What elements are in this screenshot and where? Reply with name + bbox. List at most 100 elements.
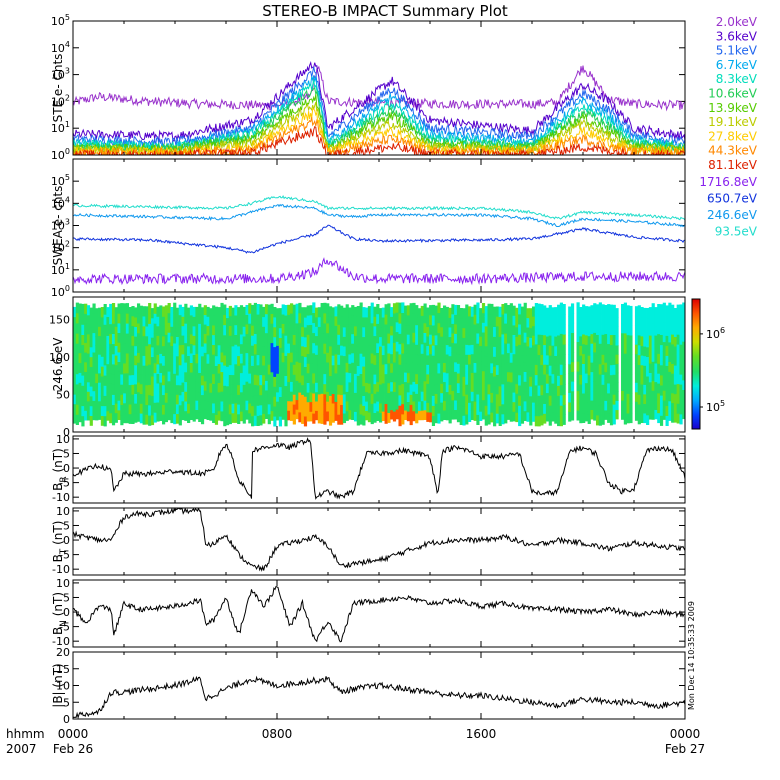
heatmap-cell — [604, 343, 608, 354]
heatmap-cell — [226, 366, 230, 377]
heatmap-cell — [95, 354, 99, 365]
heatmap-cell — [512, 372, 516, 383]
heatmap-cell — [89, 307, 93, 318]
heatmap-cell — [128, 365, 132, 376]
heatmap-cell — [303, 346, 308, 358]
heatmap-cell — [289, 322, 294, 334]
heatmap-cell — [506, 314, 511, 325]
y-tick-label: 101 — [51, 262, 70, 277]
heatmap-cell — [92, 303, 96, 314]
heatmap-cell — [612, 364, 616, 375]
heatmap-cell — [173, 373, 177, 384]
heatmap-cell — [512, 411, 516, 422]
heatmap-cell — [671, 383, 675, 394]
heatmap-cell — [173, 302, 177, 314]
heatmap-cell — [153, 372, 157, 384]
heatmap-cell — [476, 343, 480, 354]
heatmap-cell — [367, 412, 372, 423]
heatmap-cell — [376, 313, 380, 324]
heatmap-cell — [676, 363, 680, 375]
heatmap-cell — [417, 354, 422, 365]
heatmap-cell — [456, 412, 461, 423]
heatmap-cell — [109, 412, 113, 424]
heatmap-cell — [679, 304, 683, 315]
heatmap-cell — [289, 371, 294, 382]
heatmap-cell — [654, 381, 658, 392]
heatmap-cell — [445, 354, 449, 364]
heatmap-cell — [292, 414, 296, 425]
heatmap-cell — [239, 411, 244, 422]
heatmap-cell — [292, 364, 296, 375]
heatmap-cell — [437, 393, 441, 404]
heatmap-cell — [515, 412, 519, 423]
heatmap-cell — [248, 333, 252, 344]
heatmap-cell — [231, 355, 235, 366]
heatmap-cell — [114, 326, 118, 337]
y-tick-label: 100 — [49, 351, 70, 364]
heatmap-cell — [239, 334, 244, 345]
heatmap-cell — [657, 363, 661, 374]
heatmap-cell — [245, 314, 249, 325]
heatmap-cell — [557, 314, 561, 326]
heatmap-cell — [75, 404, 79, 415]
heatmap-cell — [217, 401, 221, 412]
heatmap-cell — [406, 305, 410, 316]
heatmap-cell — [334, 325, 338, 336]
heatmap-cell — [111, 303, 116, 314]
heatmap-cell — [481, 390, 486, 401]
heatmap-cell — [200, 365, 205, 376]
heatmap-cell — [543, 403, 547, 414]
heatmap-cell — [100, 346, 104, 357]
heatmap-cell — [276, 336, 280, 346]
heatmap-cell — [545, 392, 550, 403]
heatmap-cell — [634, 315, 639, 326]
heatmap-cell — [637, 384, 641, 395]
heatmap-cell — [264, 332, 269, 343]
heatmap-cell — [131, 384, 135, 395]
heatmap-cell — [621, 304, 625, 315]
heatmap-cell — [657, 313, 661, 325]
heatmap-cell — [278, 367, 283, 378]
heatmap-cell — [551, 383, 555, 394]
heatmap-cell — [145, 394, 149, 405]
heatmap-cell — [326, 391, 330, 402]
heatmap-cell — [359, 302, 363, 314]
heatmap-cell — [192, 373, 196, 384]
heatmap-cell — [442, 343, 447, 354]
heatmap-cell — [487, 363, 491, 375]
heatmap-cell — [189, 372, 194, 382]
heatmap-cell — [145, 345, 149, 356]
x-tick-date: Feb 26 — [53, 742, 93, 756]
heatmap-cell — [646, 395, 650, 406]
heatmap-cell — [646, 405, 650, 416]
heatmap-cell — [173, 363, 177, 374]
heatmap-cell — [548, 325, 552, 336]
heatmap-cell — [532, 325, 536, 336]
heatmap-cell — [342, 384, 347, 395]
y-tick-label: 0 — [63, 713, 70, 726]
heatmap-cell — [117, 313, 121, 324]
heatmap-cell — [200, 404, 205, 415]
heatmap-cell — [167, 410, 171, 421]
heatmap-cell — [598, 384, 602, 395]
heatmap-cell — [481, 351, 486, 362]
heatmap-cell — [412, 332, 416, 343]
heatmap-cell — [86, 410, 91, 421]
heatmap-cell — [651, 303, 655, 314]
heatmap-cell — [498, 336, 502, 347]
heatmap-cell — [643, 413, 647, 424]
heatmap-cell — [379, 393, 383, 404]
heatmap-cell — [164, 324, 168, 335]
heatmap-cell — [98, 317, 102, 327]
heatmap-cell — [540, 354, 544, 366]
heatmap-cell — [89, 317, 93, 328]
heatmap-cell — [170, 364, 174, 375]
heatmap-cell — [278, 308, 283, 319]
y-tick-label: 0 — [63, 462, 70, 475]
heatmap-cell — [498, 366, 502, 377]
heatmap-cell — [659, 364, 664, 376]
heatmap-cell — [326, 322, 330, 334]
heatmap-cell — [493, 415, 497, 427]
heatmap-cell — [220, 371, 224, 382]
